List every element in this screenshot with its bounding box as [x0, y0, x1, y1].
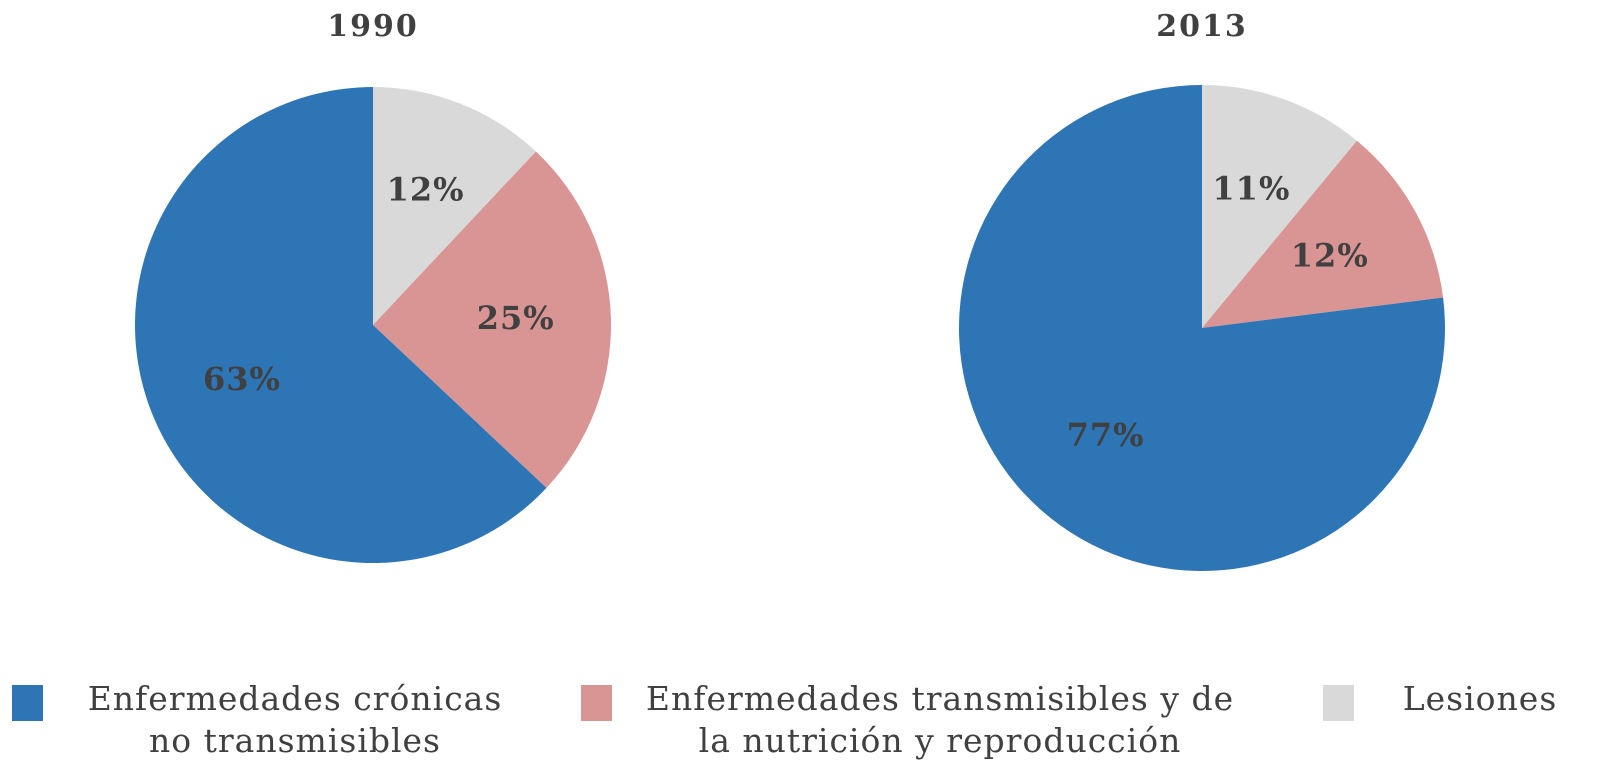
- data-label: 25%: [477, 299, 555, 337]
- data-label: 77%: [1067, 416, 1145, 454]
- pie-slice: [373, 151, 612, 488]
- chart-title: 2013: [1156, 9, 1248, 44]
- legend-label: Enfermedades transmisibles y de la nutri…: [645, 679, 1235, 760]
- pie-slice: [959, 85, 1445, 571]
- legend-swatch: [12, 685, 43, 721]
- chart-title: 1990: [327, 9, 419, 44]
- pie-slice: [1202, 140, 1444, 328]
- legend-swatch: [1323, 685, 1354, 721]
- pie-slice: [134, 87, 547, 563]
- legend-label: Lesiones: [1402, 679, 1558, 718]
- data-label: 63%: [203, 360, 281, 398]
- pie-slice: [1202, 85, 1357, 328]
- data-label: 11%: [1212, 169, 1290, 207]
- legend-label: Enfermedades crónicas no transmisibles: [87, 679, 503, 760]
- data-label: 12%: [387, 171, 465, 209]
- legend-swatch: [581, 685, 612, 721]
- data-label: 12%: [1291, 236, 1369, 274]
- pie-slice: [373, 87, 536, 325]
